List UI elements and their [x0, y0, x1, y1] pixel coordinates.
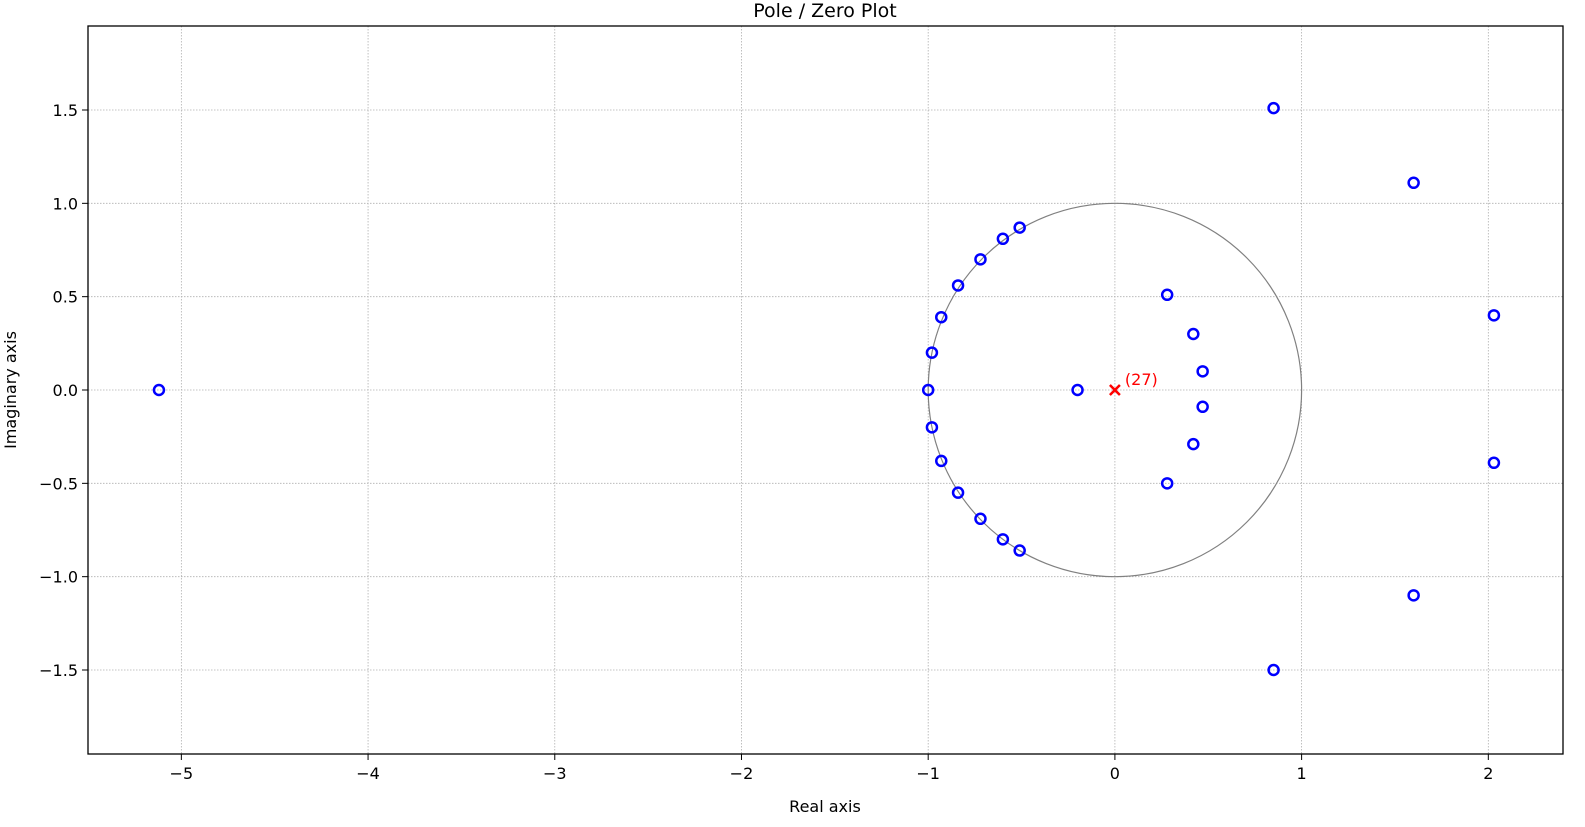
x-tick-label: −5 — [170, 764, 194, 783]
x-tick-label: 0 — [1110, 764, 1120, 783]
ticks: −5 −4 −3 −2 −1 0 1 2 1.5 1.0 0.5 0.0 −0.5 −1.0 −1.5 — [39, 101, 1493, 783]
zero-marker — [925, 346, 939, 359]
zero-marker — [925, 421, 939, 434]
data-marks: (27) — [152, 101, 1501, 677]
x-tick-label: 1 — [1297, 764, 1307, 783]
x-tick-label: −3 — [543, 764, 567, 783]
zero-marker — [1487, 309, 1501, 322]
zero-marker — [1187, 437, 1200, 451]
unit-circle-layer — [927, 202, 1303, 578]
zero-marker — [1013, 221, 1026, 234]
zero-marker — [951, 279, 965, 292]
y-axis-label: Imaginary axis — [1, 331, 20, 449]
zero-marker — [1187, 327, 1200, 341]
zero-marker — [1013, 544, 1026, 557]
y-tick-label: −1.0 — [39, 568, 78, 587]
zero-marker — [1160, 288, 1174, 302]
zero-marker — [1196, 400, 1209, 414]
zero-marker — [1160, 477, 1174, 490]
x-axis-label: Real axis — [789, 797, 861, 816]
x-tick-label: −1 — [916, 764, 940, 783]
zero-marker — [951, 486, 965, 499]
plot-frame — [87, 25, 1564, 755]
zero-marker — [1267, 101, 1280, 115]
y-tick-label: 1.5 — [53, 101, 78, 120]
zero-marker — [152, 383, 166, 397]
zero-marker — [1071, 383, 1084, 397]
zero-marker — [1196, 365, 1209, 378]
y-tick-label: 1.0 — [53, 194, 78, 213]
unit-circle — [927, 202, 1303, 578]
x-tick-label: −4 — [356, 764, 380, 783]
x-tick-label: −2 — [730, 764, 754, 783]
zero-marker — [935, 310, 948, 324]
pole-multiplicity-label: (27) — [1125, 370, 1158, 389]
zero-marker — [921, 383, 935, 397]
grid — [88, 26, 1563, 754]
y-tick-label: 0.0 — [53, 381, 78, 400]
zero-marker — [1267, 663, 1280, 677]
y-tick-label: −0.5 — [39, 474, 78, 493]
pole-marker — [1109, 384, 1121, 396]
zero-marker — [1407, 589, 1420, 602]
zero-marker — [996, 533, 1010, 546]
zero-marker — [1407, 176, 1420, 190]
y-tick-label: −1.5 — [39, 661, 78, 680]
zero-marker — [996, 232, 1010, 246]
zero-marker — [974, 512, 987, 526]
x-tick-label: 2 — [1483, 764, 1493, 783]
pole-marker-stroke — [1109, 384, 1121, 396]
zero-marker — [974, 253, 987, 266]
zero-marker — [935, 454, 948, 468]
y-tick-label: 0.5 — [53, 288, 78, 307]
chart-title: Pole / Zero Plot — [753, 0, 896, 22]
zero-marker — [1487, 456, 1501, 470]
